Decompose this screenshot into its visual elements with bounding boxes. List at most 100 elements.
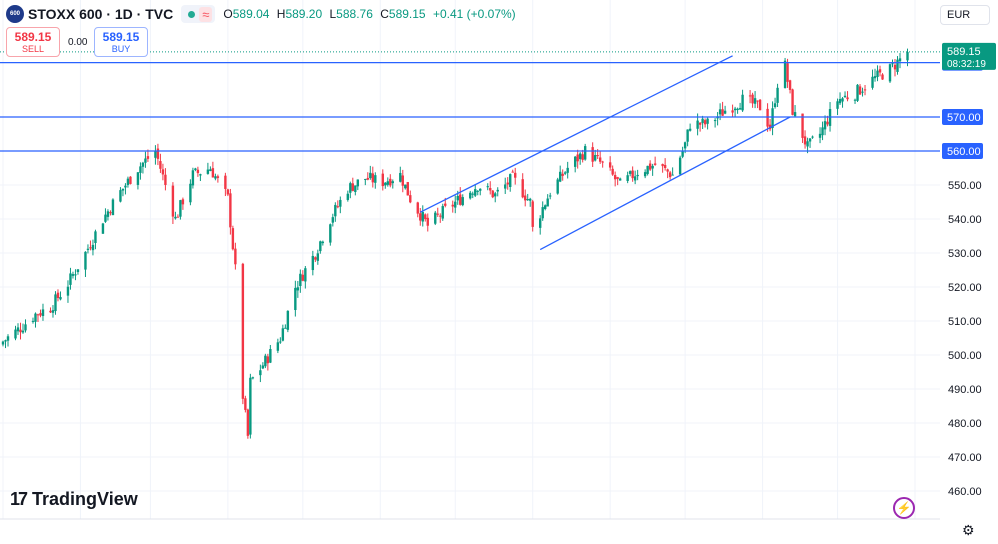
candle-body	[391, 181, 394, 184]
candle	[334, 202, 337, 222]
candle-body	[539, 218, 542, 228]
candle-body	[389, 178, 392, 186]
candle-body	[251, 377, 255, 379]
candle	[41, 303, 45, 321]
candle-body	[406, 182, 409, 196]
candle	[758, 98, 762, 111]
candle-body	[678, 157, 682, 175]
candle-body	[863, 89, 867, 91]
y-tick-label: 480.00	[948, 418, 982, 430]
candle-body	[506, 182, 509, 185]
spread-value: 0.00	[68, 36, 88, 48]
candle	[479, 188, 482, 196]
currency-selector[interactable]: EUR	[940, 5, 990, 25]
candle-body	[346, 193, 350, 200]
candle-body	[129, 176, 132, 184]
candle	[651, 163, 654, 176]
candle-body	[486, 186, 489, 188]
candle	[119, 187, 122, 203]
candle	[561, 169, 564, 181]
candle-body	[646, 165, 649, 174]
candle	[214, 173, 217, 181]
candle-body	[686, 129, 689, 142]
candle-body	[608, 162, 612, 168]
grid-layer	[0, 0, 940, 519]
candle-body	[146, 156, 150, 159]
candle	[234, 242, 237, 270]
ohlc-values: O589.04 H589.20 L588.76 C589.15 +0.41 (+…	[223, 7, 516, 21]
candle-body	[718, 109, 722, 115]
y-tick-label: 500.00	[948, 350, 982, 362]
candle-body	[633, 176, 637, 181]
candle	[494, 191, 497, 203]
candle	[514, 167, 517, 185]
y-tick-label: 490.00	[948, 384, 982, 396]
candle	[648, 160, 652, 171]
candle-body	[504, 184, 507, 189]
candle-body	[216, 176, 220, 178]
candle-body	[611, 168, 614, 175]
candle	[76, 269, 80, 275]
gear-icon[interactable]: ⚙	[962, 522, 975, 538]
horizontal-lines-layer[interactable]	[0, 51, 940, 152]
candle-body	[826, 121, 829, 125]
candle-body	[576, 154, 579, 162]
candle	[678, 155, 682, 176]
candle-body	[74, 274, 77, 276]
candle-body	[871, 76, 874, 88]
price-chart[interactable]: 2025FebMarAprMayJunJulAugSepOctNovDec202…	[0, 0, 940, 520]
candle-body	[109, 212, 112, 214]
candle	[601, 160, 604, 168]
candle	[49, 307, 52, 314]
candle-body	[231, 228, 235, 250]
candle-body	[369, 172, 372, 179]
candle-body	[771, 108, 774, 129]
candle-body	[613, 175, 617, 180]
symbol-logo: 600	[6, 5, 24, 23]
candle	[406, 181, 409, 196]
candle-body	[511, 171, 514, 173]
candle-body	[753, 98, 757, 104]
horizontal-line-label: 570.00	[947, 112, 981, 124]
candle	[716, 112, 719, 126]
tradingview-name: TradingView	[32, 489, 138, 509]
candle	[841, 97, 844, 108]
candle	[873, 68, 877, 82]
candle-body	[853, 99, 857, 101]
candle	[269, 344, 272, 364]
market-status[interactable]: ≈	[181, 5, 216, 23]
buy-button[interactable]: 589.15 BUY	[94, 27, 148, 57]
candle-body	[439, 215, 442, 217]
horizontal-line-label: 560.00	[947, 146, 981, 158]
candle	[181, 197, 185, 210]
candle-body	[861, 91, 864, 93]
candle-body	[878, 69, 882, 73]
candle	[583, 143, 587, 161]
candle-body	[733, 108, 737, 111]
y-tick-label: 530.00	[948, 248, 982, 260]
candle	[246, 408, 250, 439]
y-tick-label: 550.00	[948, 180, 982, 192]
candle	[616, 176, 619, 186]
candle	[371, 166, 374, 188]
sell-button[interactable]: 589.15 SELL	[6, 27, 60, 57]
candle-body	[154, 151, 157, 158]
candle	[251, 376, 255, 380]
lightning-icon[interactable]: ⚡	[893, 497, 915, 519]
horizontal-line-tag	[942, 143, 983, 159]
candle-body	[731, 110, 734, 113]
candle	[878, 65, 882, 77]
candle-body	[14, 329, 17, 339]
tradingview-logo[interactable]: 17 TradingView	[10, 489, 138, 510]
candle	[721, 101, 724, 116]
candle-body	[34, 313, 37, 322]
candle-body	[643, 172, 647, 177]
candle-body	[836, 101, 839, 109]
candle-body	[374, 175, 377, 183]
candle	[316, 249, 320, 265]
candle-body	[49, 310, 52, 313]
symbol-title[interactable]: STOXX 600 · 1D · TVC	[28, 6, 174, 22]
trend-channel[interactable]	[419, 55, 791, 251]
candle-body	[331, 217, 335, 223]
candle	[156, 143, 160, 166]
